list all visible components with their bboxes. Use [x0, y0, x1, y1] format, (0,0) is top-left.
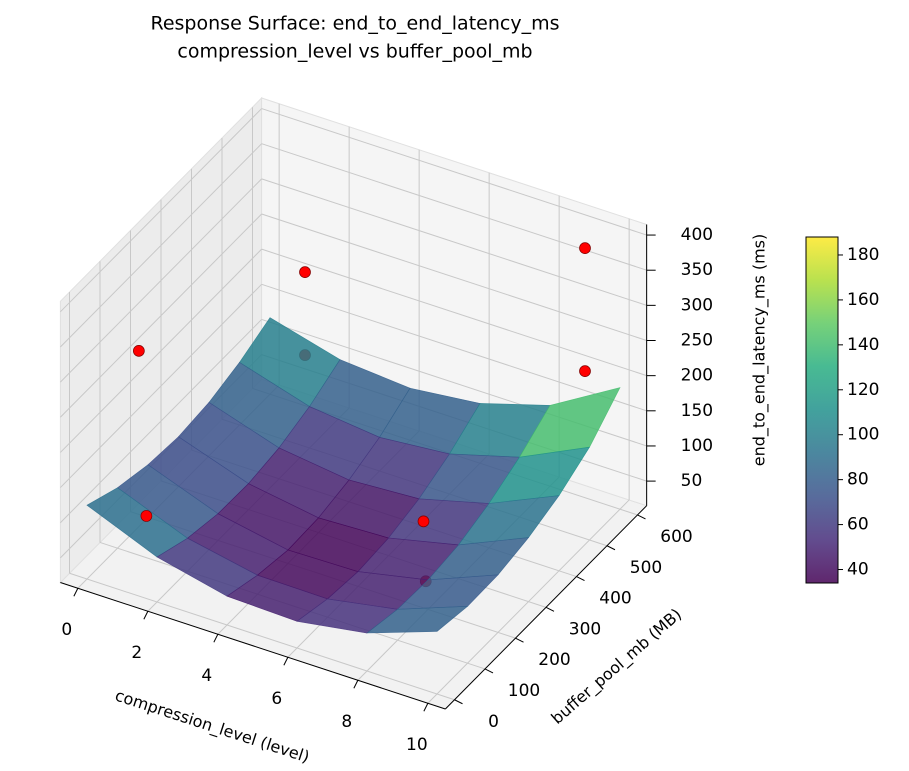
- z-tick-label: 300: [681, 295, 713, 315]
- x-axis: [60, 582, 446, 710]
- grid-line: [59, 248, 263, 453]
- y-tick: [484, 668, 494, 674]
- colorbar-tick-label: 100: [847, 425, 879, 445]
- grid-line: [59, 108, 263, 313]
- data-point: [417, 515, 430, 528]
- z-tick-label: 400: [681, 225, 713, 245]
- grid-line: [69, 572, 455, 701]
- z-tick-label: 150: [681, 401, 713, 421]
- z-tick-label: 200: [681, 366, 713, 386]
- colorbar: [805, 236, 839, 584]
- data-point: [140, 510, 153, 522]
- colorbar-tick-label: 40: [847, 560, 869, 580]
- x-tick: [353, 680, 359, 689]
- y-tick-label: 600: [660, 527, 692, 547]
- chart-subtitle: compression_level vs buffer_pool_mb: [177, 41, 532, 63]
- grid-line: [59, 283, 263, 488]
- y-tick: [545, 606, 555, 612]
- grid-line: [59, 178, 263, 383]
- grid-line: [261, 178, 647, 306]
- grid-line: [261, 213, 647, 341]
- z-tick-label: 100: [681, 436, 713, 456]
- y-tick: [515, 637, 524, 643]
- data-point: [133, 345, 145, 357]
- y-tick-label: 200: [538, 650, 570, 670]
- y-tick-label: 0: [488, 712, 499, 732]
- grid-line: [59, 213, 263, 418]
- data-point: [579, 242, 591, 254]
- surface-cell: [366, 605, 469, 634]
- grid-line: [261, 283, 647, 412]
- colorbar-tick-label: 160: [847, 290, 879, 310]
- colorbar-tick-label: 180: [847, 245, 879, 265]
- x-tick-label: 10: [406, 735, 428, 755]
- colorbar-tick-label: 80: [847, 470, 869, 490]
- x-tick: [213, 634, 219, 643]
- chart-title: Response Surface: end_to_end_latency_ms: [151, 13, 560, 35]
- x-tick-label: 8: [341, 712, 352, 732]
- y-tick: [576, 576, 585, 581]
- z-axis-label: end_to_end_latency_ms (ms): [750, 234, 770, 467]
- y-tick-label: 400: [599, 589, 631, 609]
- x-tick-label: 2: [131, 643, 142, 663]
- x-tick-label: 6: [271, 689, 282, 709]
- grid-line: [59, 143, 263, 348]
- x-tick: [143, 611, 149, 620]
- colorbar-tick-label: 60: [847, 515, 869, 535]
- colorbar-tick-label: 120: [847, 380, 879, 400]
- y-tick-label: 100: [508, 681, 540, 701]
- x-tick-label: 4: [201, 666, 212, 686]
- y-tick: [637, 514, 646, 520]
- x-tick: [423, 703, 429, 712]
- y-tick: [606, 545, 616, 551]
- grid-line: [261, 248, 647, 377]
- data-point: [579, 365, 591, 378]
- x-tick: [73, 588, 79, 597]
- z-tick-label: 50: [681, 471, 703, 491]
- grid-line: [59, 319, 263, 524]
- z-tick-label: 250: [681, 331, 713, 351]
- x-tick-label: 0: [61, 620, 72, 640]
- colorbar-tick-label: 140: [847, 335, 879, 355]
- y-tick: [454, 699, 463, 705]
- grid-line: [261, 108, 647, 236]
- y-tick-label: 500: [630, 558, 662, 578]
- z-tick-label: 350: [681, 260, 713, 280]
- y-tick-label: 300: [569, 619, 601, 639]
- data-point: [299, 266, 311, 278]
- x-tick: [283, 657, 289, 666]
